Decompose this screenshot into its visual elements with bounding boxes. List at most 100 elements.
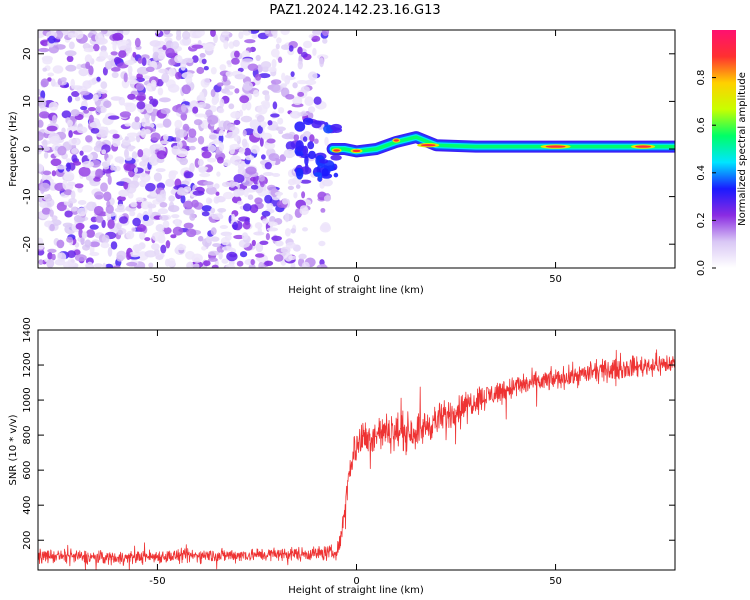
heatmap-cell	[193, 263, 200, 268]
heatmap-cell	[100, 182, 108, 192]
heatmap-cell	[201, 58, 207, 65]
heatmap-cell	[186, 228, 197, 238]
heatmap-cell	[185, 250, 195, 260]
heatmap-cell	[89, 241, 100, 248]
heatmap-cell	[84, 239, 92, 248]
heatmap-cell	[279, 154, 287, 162]
heatmap-cell	[276, 37, 282, 44]
heatmap-cell	[268, 153, 280, 162]
x-tick-label: 0	[353, 274, 359, 285]
heatmap-cell	[225, 263, 236, 268]
heatmap-cell	[127, 65, 133, 75]
heatmap-cell	[203, 77, 211, 86]
heatmap-cell	[277, 56, 283, 64]
heatmap-cell	[231, 213, 236, 223]
heatmap-cell	[177, 187, 186, 195]
heatmap-cell	[206, 235, 212, 244]
heatmap-cell	[302, 145, 309, 156]
heatmap-cell	[186, 261, 194, 268]
heatmap-cell	[245, 101, 252, 111]
heatmap-cell	[63, 201, 71, 206]
heatmap-cell	[142, 154, 147, 160]
heatmap-cell	[148, 262, 154, 268]
heatmap-cell	[241, 138, 248, 148]
heatmap-cell	[101, 234, 110, 244]
heatmap-cell	[308, 106, 316, 113]
heatmap-cell	[266, 202, 274, 210]
heatmap-cell	[92, 94, 99, 102]
heatmap-cell	[154, 253, 165, 258]
heatmap-cell	[237, 200, 244, 205]
heatmap-cell	[91, 77, 98, 85]
heatmap-cell	[191, 55, 199, 63]
heatmap-cell	[39, 182, 51, 192]
heatmap-cell	[242, 203, 252, 212]
heatmap-cell	[254, 197, 263, 204]
heatmap-cell	[255, 73, 262, 81]
heatmap-cell	[64, 50, 77, 57]
heatmap-cell	[189, 145, 196, 151]
heatmap-cell	[86, 229, 95, 238]
heatmap-cell	[253, 231, 265, 236]
heatmap-cell	[117, 195, 126, 202]
heatmap-cell	[221, 258, 229, 264]
y-tick-label: -20	[22, 236, 33, 252]
heatmap-cell	[313, 96, 322, 105]
heatmap-cell	[270, 30, 278, 36]
y-tick-label: 1400	[22, 317, 33, 342]
heatmap-cell	[38, 119, 44, 128]
heatmap-cell	[103, 191, 112, 202]
heatmap-cell	[60, 77, 67, 82]
heatmap-cell	[55, 165, 67, 170]
heatmap-cell	[229, 143, 241, 150]
signal-peak-core	[393, 139, 399, 142]
heatmap-cell	[42, 57, 53, 65]
heatmap-cell	[278, 107, 285, 114]
y-tick-label: 0	[22, 146, 33, 152]
heatmap-cell	[330, 123, 342, 131]
heatmap-cell	[281, 133, 294, 140]
heatmap-cell	[126, 261, 138, 267]
heatmap-cell	[226, 60, 232, 65]
heatmap-cell	[145, 182, 156, 192]
heatmap-cell	[127, 145, 134, 152]
heatmap-cell	[274, 191, 284, 196]
snr-series-line	[38, 349, 675, 570]
heatmap-cell	[77, 207, 87, 217]
heatmap-cell	[131, 151, 138, 160]
y-tick-label: 400	[22, 496, 33, 515]
heatmap-cell	[111, 138, 121, 147]
heatmap-cell	[96, 89, 108, 94]
heatmap-cell	[233, 119, 241, 126]
heatmap-cell	[150, 60, 157, 68]
heatmap-cell	[261, 154, 266, 160]
heatmap-cell	[112, 133, 120, 139]
heatmap-cell	[215, 191, 220, 196]
heatmap-cell	[301, 261, 310, 268]
heatmap-cell	[210, 207, 216, 214]
heatmap-cell	[321, 179, 333, 187]
heatmap-cell	[165, 47, 175, 58]
heatmap-cell	[296, 168, 304, 180]
heatmap-cell	[61, 110, 72, 119]
heatmap-cell	[116, 39, 129, 45]
signal-peak-core	[420, 144, 436, 147]
colorbar: 0.0 0.2 0.4 0.6 0.8 Normalized spectral ampl…	[696, 30, 748, 276]
heatmap-cell	[123, 181, 129, 190]
heatmap-cell	[176, 244, 187, 251]
heatmap-cell	[72, 161, 82, 166]
heatmap-cell	[114, 156, 125, 163]
heatmap-cell	[200, 119, 211, 129]
heatmap-cell	[264, 30, 270, 35]
heatmap-cell	[242, 81, 253, 91]
heatmap-cell	[64, 210, 73, 218]
colorbar-tick-label: 0.2	[696, 212, 707, 228]
heatmap-cell	[221, 246, 233, 252]
heatmap-cell	[247, 194, 254, 200]
heatmap-cell	[260, 61, 272, 69]
heatmap-cell	[264, 162, 272, 170]
heatmap-cell	[144, 250, 157, 258]
heatmap-cell	[289, 111, 301, 119]
heatmap-cell	[261, 132, 272, 140]
heatmap-cell	[39, 201, 48, 208]
